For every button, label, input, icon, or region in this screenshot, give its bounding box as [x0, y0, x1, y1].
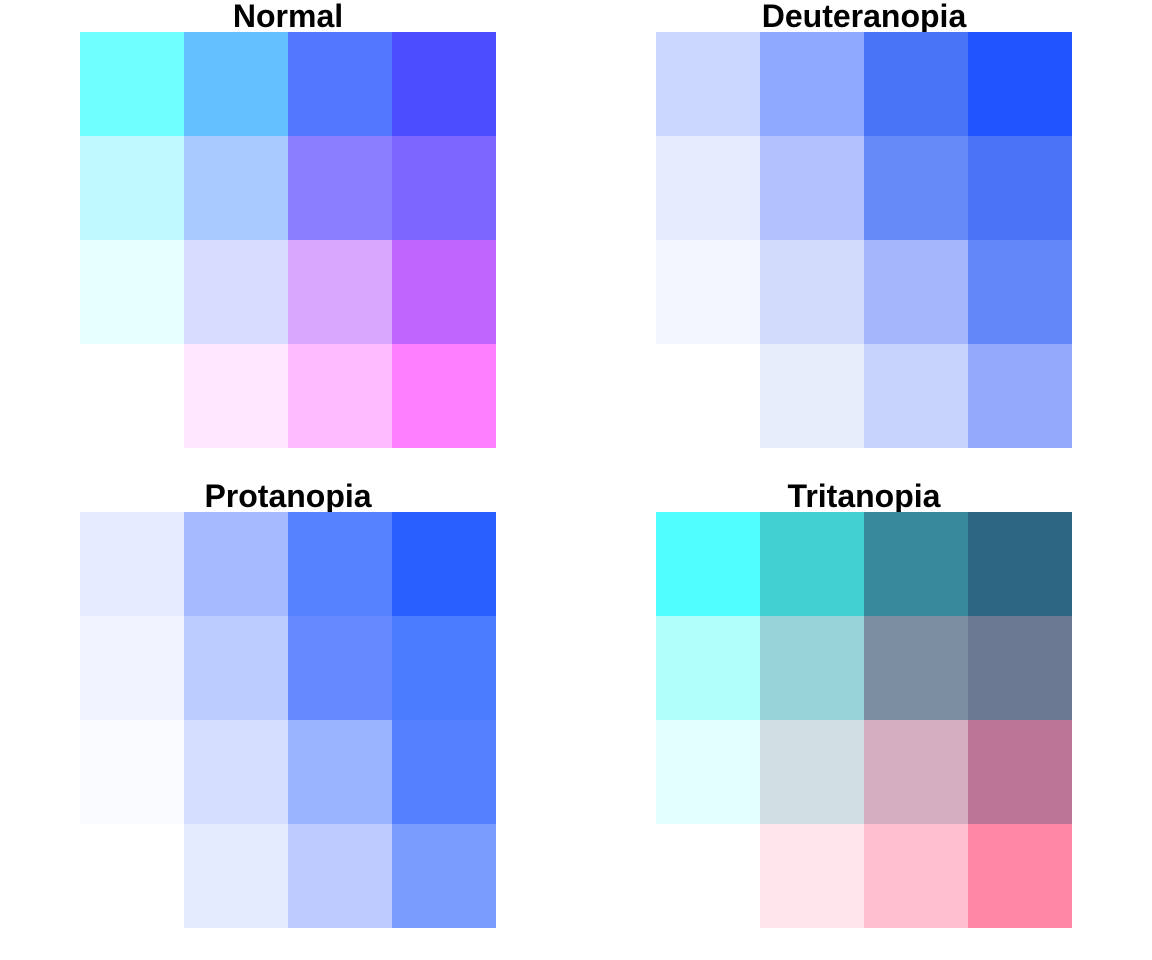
heatmap-cell-r4-c3 — [288, 824, 392, 928]
heatmap-cell-r1-c1 — [80, 512, 184, 616]
heatmap-cell-r4-c2 — [184, 344, 288, 448]
heatmap-cell-r2-c4 — [392, 616, 496, 720]
heatmap-cell-r3-c4 — [392, 240, 496, 344]
heatmap-cell-r3-c1 — [656, 720, 760, 824]
heatmap-cell-r4-c3 — [864, 824, 968, 928]
heatmap-cell-r4-c1 — [656, 344, 760, 448]
heatmap-cell-r2-c3 — [288, 616, 392, 720]
heatmap-cell-r1-c3 — [864, 512, 968, 616]
panel-title: Tritanopia — [787, 478, 941, 514]
heatmap-cell-r1-c1 — [80, 32, 184, 136]
heatmap-cell-r2-c1 — [80, 136, 184, 240]
heatmap-cell-r1-c4 — [392, 32, 496, 136]
heatmap-cell-r1-c1 — [656, 512, 760, 616]
heatmap-cell-r2-c1 — [656, 616, 760, 720]
heatmap-cell-r3-c2 — [760, 240, 864, 344]
heatmap-cell-r4-c4 — [968, 344, 1072, 448]
heatmap-cell-r2-c1 — [656, 136, 760, 240]
heatmap-grid — [656, 32, 1072, 448]
heatmap-cell-r1-c3 — [864, 32, 968, 136]
heatmap-cell-r3-c2 — [184, 240, 288, 344]
heatmap-grid — [80, 32, 496, 448]
heatmap-cell-r1-c2 — [184, 512, 288, 616]
heatmap-grid — [656, 512, 1072, 928]
heatmap-cell-r4-c1 — [656, 824, 760, 928]
heatmap-cell-r3-c3 — [864, 240, 968, 344]
heatmap-cell-r2-c2 — [184, 136, 288, 240]
heatmap-cell-r3-c3 — [288, 240, 392, 344]
heatmap-cell-r4-c2 — [760, 344, 864, 448]
heatmap-cell-r2-c3 — [288, 136, 392, 240]
heatmap-cell-r4-c4 — [392, 824, 496, 928]
heatmap-cell-r3-c3 — [288, 720, 392, 824]
heatmap-cell-r2-c4 — [968, 616, 1072, 720]
heatmap-cell-r3-c4 — [392, 720, 496, 824]
heatmap-cell-r1-c4 — [968, 512, 1072, 616]
heatmap-cell-r2-c2 — [184, 616, 288, 720]
heatmap-cell-r2-c3 — [864, 136, 968, 240]
heatmap-cell-r1-c4 — [968, 32, 1072, 136]
heatmap-cell-r1-c2 — [760, 512, 864, 616]
heatmap-cell-r3-c2 — [184, 720, 288, 824]
panel-title: Protanopia — [204, 478, 372, 514]
heatmap-cell-r3-c1 — [80, 720, 184, 824]
heatmap-cell-r4-c2 — [760, 824, 864, 928]
heatmap-cell-r3-c2 — [760, 720, 864, 824]
heatmap-cell-r1-c2 — [760, 32, 864, 136]
heatmap-cell-r3-c1 — [80, 240, 184, 344]
heatmap-cell-r1-c1 — [656, 32, 760, 136]
heatmap-cell-r2-c2 — [760, 136, 864, 240]
heatmap-cell-r4-c1 — [80, 824, 184, 928]
heatmap-cell-r4-c3 — [288, 344, 392, 448]
heatmap-cell-r2-c4 — [968, 136, 1072, 240]
heatmap-cell-r2-c1 — [80, 616, 184, 720]
heatmap-grid — [80, 512, 496, 928]
heatmap-cell-r3-c3 — [864, 720, 968, 824]
heatmap-cell-r4-c4 — [392, 344, 496, 448]
heatmap-cell-r2-c4 — [392, 136, 496, 240]
panel-title: Normal — [232, 0, 344, 34]
heatmap-cell-r2-c3 — [864, 616, 968, 720]
heatmap-cell-r3-c4 — [968, 240, 1072, 344]
panel-title: Deuteranopia — [761, 0, 967, 34]
heatmap-cell-r4-c1 — [80, 344, 184, 448]
heatmap-cell-r4-c4 — [968, 824, 1072, 928]
heatmap-cell-r1-c4 — [392, 512, 496, 616]
heatmap-cell-r1-c3 — [288, 512, 392, 616]
heatmap-cell-r2-c2 — [760, 616, 864, 720]
heatmap-cell-r1-c2 — [184, 32, 288, 136]
heatmap-cell-r4-c2 — [184, 824, 288, 928]
heatmap-cell-r4-c3 — [864, 344, 968, 448]
heatmap-cell-r3-c1 — [656, 240, 760, 344]
heatmap-cell-r1-c3 — [288, 32, 392, 136]
heatmap-cell-r3-c4 — [968, 720, 1072, 824]
